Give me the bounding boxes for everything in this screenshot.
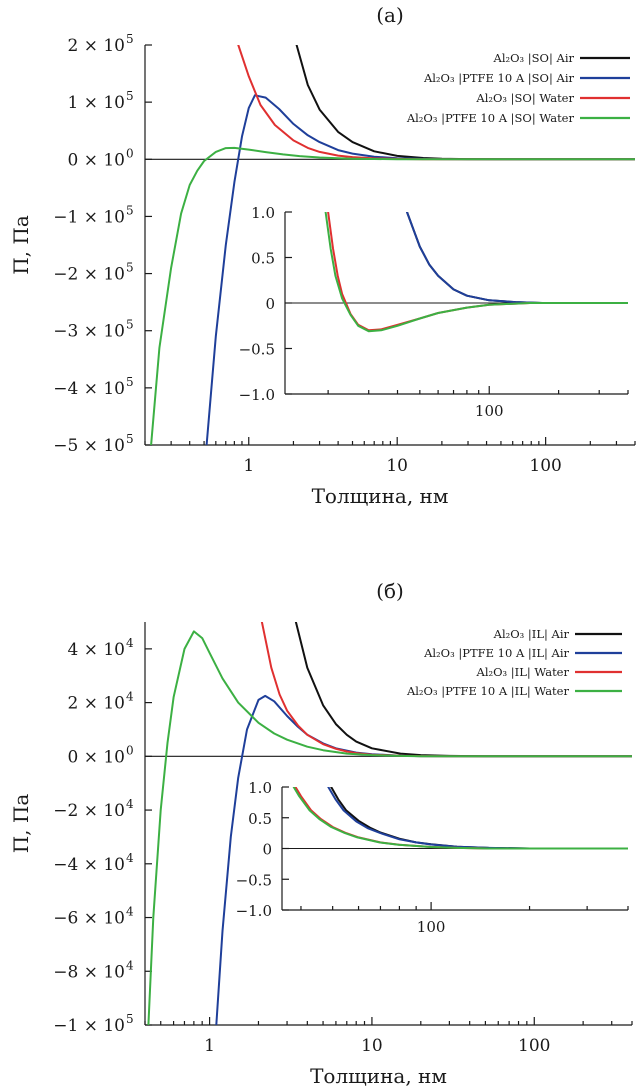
y-tick-exponent: 5 — [126, 203, 134, 217]
series-line-3 — [147, 630, 632, 1025]
y-tick-exponent: 5 — [126, 261, 134, 275]
y-tick-exponent: 5 — [126, 1012, 134, 1026]
y-tick-exponent: 4 — [126, 690, 134, 704]
series-line-2 — [237, 45, 635, 161]
y-tick-label: 4 × 10 — [68, 640, 126, 660]
chart-title: (б) — [376, 579, 404, 603]
y-axis-label: П, Па — [9, 215, 33, 275]
legend-entry-label: Al₂O₃ |SO| Water — [475, 91, 574, 106]
x-tick-label: 100 — [417, 918, 446, 936]
legend-entry-label: Al₂O₃ |SO| Air — [493, 51, 575, 66]
x-tick-label: 100 — [475, 402, 504, 420]
legend-entry-label: Al₂O₃ |PTFE 10 A |SO| Air — [423, 71, 575, 86]
legend: Al₂O₃ |SO| Air Al₂O₃ |PTFE 10 A |SO| Air A… — [406, 51, 630, 126]
y-tick-label: 1 × 10 — [68, 93, 126, 113]
y-tick-exponent: 5 — [126, 89, 134, 103]
y-tick-label: 0 × 10 — [68, 150, 126, 170]
y-tick-label: 0.5 — [251, 250, 275, 268]
y-tick-label: −4 × 10 — [53, 379, 125, 399]
y-tick-label: −8 × 10 — [53, 962, 125, 982]
y-tick-label: −2 × 10 — [53, 265, 125, 285]
x-axis-label: Толщина, нм — [310, 1064, 447, 1087]
x-tick-label: 1 — [243, 456, 254, 476]
y-tick-exponent: 4 — [126, 905, 134, 919]
y-tick-label: −1 × 10 — [53, 1016, 125, 1036]
y-tick-label: −4 × 10 — [53, 855, 125, 875]
y-tick-label: 2 × 10 — [68, 694, 126, 714]
legend: Al₂O₃ |IL| Air Al₂O₃ |PTFE 10 A |IL| Air A… — [406, 627, 622, 699]
series-line-3 — [150, 146, 635, 445]
y-tick-label: 0.5 — [248, 810, 272, 828]
y-tick-exponent: 5 — [126, 32, 134, 46]
x-tick-label: 10 — [386, 456, 408, 476]
legend-entry-label: Al₂O₃ |IL| Air — [493, 627, 570, 642]
y-tick-label: 0 — [262, 841, 272, 859]
y-tick-exponent: 5 — [126, 318, 134, 332]
chart-panel-2: 4 × 10 42 × 10 40 × 10 0−2 × 10 4−4 × 10 4−6 … — [9, 579, 633, 1087]
y-tick-label: 2 × 10 — [68, 36, 126, 56]
y-tick-exponent: 0 — [126, 743, 134, 757]
y-tick-exponent: 5 — [126, 432, 134, 446]
chart-title: (а) — [376, 3, 404, 27]
series-line-3 — [292, 787, 628, 850]
chart-panel-0: 2 × 10 51 × 10 50 × 10 0−1 × 10 5−2 × 10 5−3 … — [9, 3, 636, 508]
x-tick-label: 100 — [529, 456, 561, 476]
y-tick-label: −1.0 — [236, 902, 272, 920]
y-tick-label: −5 × 10 — [53, 436, 125, 456]
y-tick-label: 0 — [265, 295, 275, 313]
x-tick-label: 1 — [204, 1036, 215, 1056]
x-axis-label: Толщина, нм — [312, 484, 449, 508]
y-tick-label: −6 × 10 — [53, 909, 125, 929]
inset-chart-1: 1.0 0.5 0 −0.5 −1.0 100 — [239, 204, 629, 420]
y-tick-exponent: 4 — [126, 958, 134, 972]
series-line-0 — [295, 45, 635, 161]
y-tick-label: −0.5 — [236, 871, 272, 889]
y-tick-exponent: 0 — [126, 146, 134, 160]
y-tick-label: 1.0 — [251, 204, 275, 222]
inset-chart-3: 1.0 0.5 0 −0.5 −1.0 100 — [236, 779, 629, 936]
legend-entry-label: Al₂O₃ |IL| Water — [476, 665, 570, 680]
y-tick-label: −1 × 10 — [53, 207, 125, 227]
x-tick-label: 10 — [361, 1036, 383, 1056]
legend-entry-label: Al₂O₃ |PTFE 10 A |IL| Water — [406, 684, 570, 699]
y-axis-label: П, Па — [9, 794, 33, 854]
y-tick-label: −1.0 — [239, 386, 275, 404]
y-tick-exponent: 4 — [126, 851, 134, 865]
legend-entry-label: Al₂O₃ |PTFE 10 A |SO| Water — [406, 111, 575, 126]
y-tick-label: −0.5 — [239, 341, 275, 359]
x-tick-label: 100 — [518, 1036, 550, 1056]
y-tick-label: −3 × 10 — [53, 322, 125, 342]
legend-entry-label: Al₂O₃ |PTFE 10 A |IL| Air — [423, 646, 569, 661]
y-tick-label: 1.0 — [248, 779, 272, 797]
y-tick-exponent: 4 — [126, 636, 134, 650]
y-tick-exponent: 5 — [126, 375, 134, 389]
y-tick-label: −2 × 10 — [53, 801, 125, 821]
y-tick-exponent: 4 — [126, 797, 134, 811]
y-tick-label: 0 × 10 — [68, 747, 126, 767]
series-line-3 — [324, 212, 628, 333]
